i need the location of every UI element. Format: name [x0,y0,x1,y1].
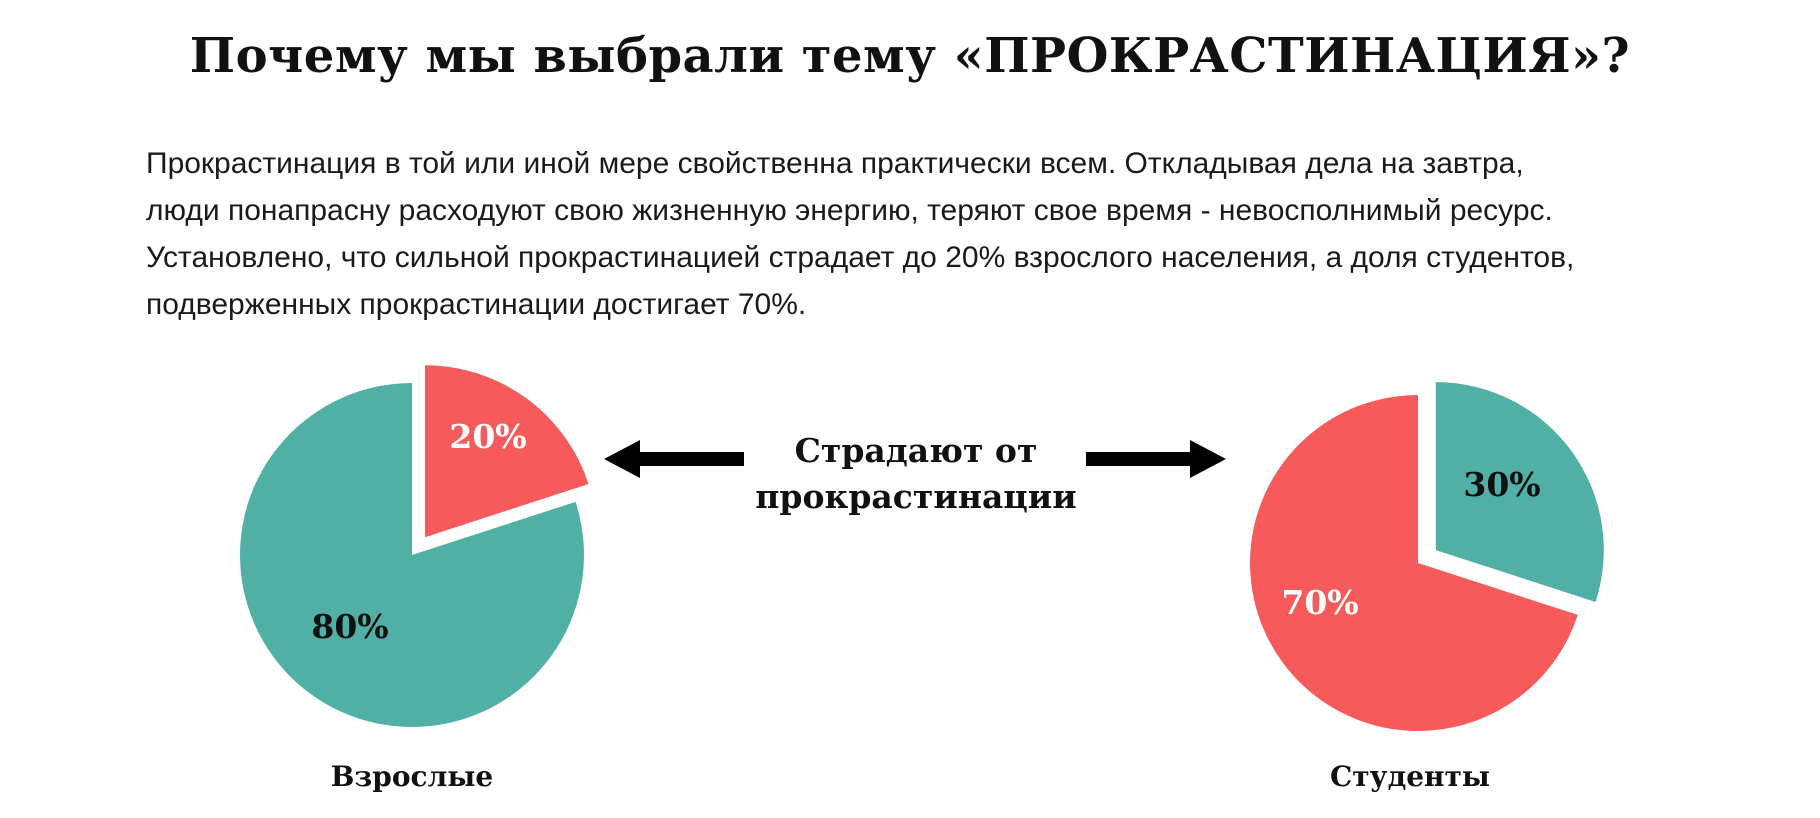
center-label-line1: Страдают от [795,431,1038,470]
paragraph-line: подверженных прокрастинации достигает 70… [146,288,807,321]
pie-label-adults-20: 20% [449,417,526,456]
pie-caption-adults: Взрослые [331,760,493,793]
paragraph-line: Прокрастинация в той или иной мере свойс… [146,147,1524,180]
pie-slice-students-30 [1435,382,1604,602]
center-label-line2: прокрастинации [755,477,1076,516]
pie-label-adults-80: 80% [311,607,388,646]
left-arrow-icon [604,440,744,478]
pie-label-students-30: 30% [1463,465,1540,504]
right-arrow-icon [1086,440,1226,478]
pie-label-students-70: 70% [1281,583,1358,622]
page-title: Почему мы выбрали тему «ПРОКРАСТИНАЦИЯ»? [189,28,1631,84]
pie-chart-adults: 20% 80% Взрослые [239,365,589,793]
intro-paragraph: Прокрастинация в той или иной мере свойс… [146,140,1726,328]
paragraph-line: Установлено, что сильной прокрастинацией… [146,241,1575,274]
pie-slice-adults-80 [239,383,584,727]
pie-caption-students: Студенты [1330,760,1490,793]
pie-slice-adults-20 [424,365,589,538]
pie-chart-students: 30% 70% Студенты [1249,382,1604,793]
paragraph-line: люди понапрасну расходуют свою жизненную… [146,194,1553,227]
pie-slice-students-70 [1249,395,1578,731]
